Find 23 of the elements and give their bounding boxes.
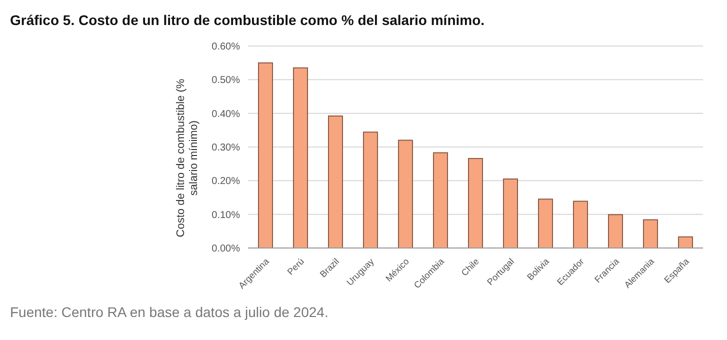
y-tick-label: 0.40% (212, 108, 240, 120)
y-tick-label: 0.00% (212, 244, 240, 255)
bar (468, 158, 483, 248)
bar (503, 178, 518, 248)
bar (293, 67, 308, 248)
bar (643, 219, 658, 248)
bar (573, 200, 588, 248)
y-axis-title: Costo de litro de combustible (% salario mínimo) (175, 78, 201, 240)
bar (363, 132, 378, 248)
y-tick-label: 0.60% (212, 42, 240, 53)
bar (398, 140, 413, 248)
bar (538, 198, 553, 248)
bar (433, 152, 448, 248)
chart-title: Gráfico 5. Costo de un litro de combustible como % del salario mínimo. (10, 12, 485, 28)
bar (328, 116, 343, 248)
y-tick-label: 0.30% (212, 142, 240, 154)
y-tick-label: 0.50% (212, 75, 240, 86)
source-note: Fuente: Centro RA en base a datos a julio de 2024. (10, 304, 328, 320)
y-tick-label: 0.10% (212, 210, 240, 221)
y-tick-label: 0.20% (212, 176, 240, 188)
bar (608, 214, 623, 248)
bar (678, 236, 693, 248)
bar (258, 62, 273, 248)
